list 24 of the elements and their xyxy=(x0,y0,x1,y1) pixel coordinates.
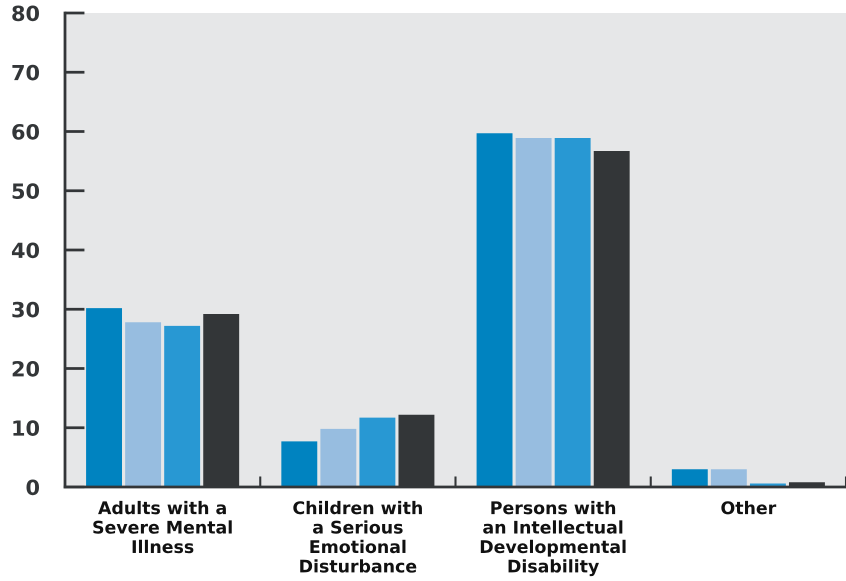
bar xyxy=(125,322,162,487)
x-tick-label: Adults with a Severe Mental Illness xyxy=(93,500,232,554)
y-tick-label: 0 xyxy=(26,479,40,496)
bar xyxy=(710,469,747,487)
x-tick-label: Persons with an Intellectual Developmental Disability xyxy=(480,500,626,576)
bar xyxy=(554,138,591,487)
y-tick-label: 10 xyxy=(13,420,40,436)
bar xyxy=(359,418,396,487)
y-tick-label: 20 xyxy=(12,360,40,377)
bar xyxy=(476,133,513,487)
bar xyxy=(672,469,708,487)
y-tick-label: 70 xyxy=(12,64,40,80)
y-tick-label: 50 xyxy=(12,183,40,199)
x-tick-label: Other xyxy=(721,500,776,514)
x-tick-label: Children with a Serious Emotional Disturbance xyxy=(293,500,422,573)
y-tick-label: 80 xyxy=(12,5,40,22)
bar xyxy=(320,428,356,487)
bar xyxy=(516,138,552,487)
bar xyxy=(86,308,122,487)
y-tick-label: 30 xyxy=(12,302,40,318)
y-tick-label: 60 xyxy=(12,124,40,140)
bar xyxy=(281,441,318,487)
bar xyxy=(164,326,200,487)
y-tick-label: 40 xyxy=(12,242,40,258)
